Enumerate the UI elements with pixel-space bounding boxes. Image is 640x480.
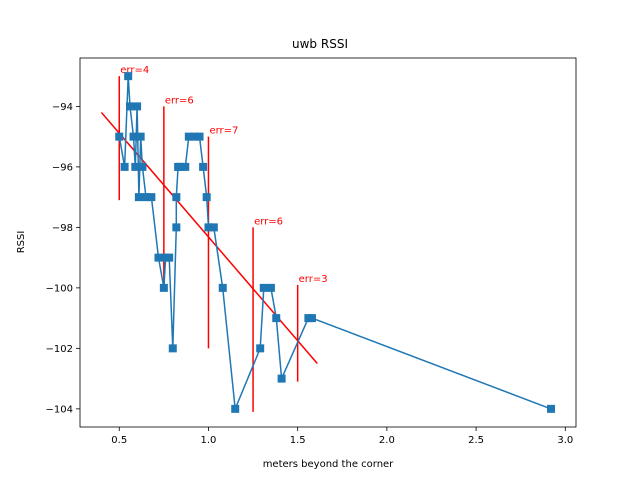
data-point <box>256 344 265 353</box>
data-point <box>307 314 316 323</box>
y-tick-label: −96 <box>52 162 73 173</box>
error-bar-label-1: err=4 <box>120 65 149 76</box>
data-point <box>172 223 181 232</box>
data-point <box>547 404 556 413</box>
x-tick-label: 1.5 <box>290 435 306 446</box>
x-tick-label: 2.0 <box>379 435 395 446</box>
error-bar-label-5: err=3 <box>299 274 328 285</box>
data-point <box>266 283 275 292</box>
data-point <box>131 162 140 171</box>
data-point <box>202 193 211 202</box>
data-point <box>184 132 193 141</box>
data-point <box>138 162 147 171</box>
plot-area: err=4 err=6 err=7 err=6 err=3 <box>100 65 556 413</box>
error-bar-label-3: err=7 <box>209 126 238 137</box>
y-axis-label: RSSI <box>16 231 27 254</box>
data-point <box>209 223 218 232</box>
plot-frame <box>79 57 577 428</box>
data-point <box>190 132 199 141</box>
data-point <box>277 374 286 383</box>
data-point <box>231 404 240 413</box>
x-tick-label: 0.5 <box>111 435 127 446</box>
data-point <box>136 132 145 141</box>
y-tick-label: −102 <box>46 344 73 355</box>
data-point <box>218 283 227 292</box>
data-point <box>195 132 204 141</box>
data-point <box>172 193 181 202</box>
error-bar-label-2: err=6 <box>165 95 194 106</box>
data-point <box>120 162 129 171</box>
x-tick-label: 1.0 <box>201 435 217 446</box>
data-point <box>259 283 268 292</box>
x-axis: 0.5 1.0 1.5 2.0 2.5 3.0 <box>111 427 573 446</box>
error-bar-label-4: err=6 <box>254 216 283 227</box>
x-tick-label: 2.5 <box>468 435 484 446</box>
data-point <box>147 193 156 202</box>
data-point <box>129 132 138 141</box>
y-axis: −94 −96 −98 −100 −102 −104 <box>46 102 80 415</box>
data-point <box>133 102 142 111</box>
data-point <box>134 193 143 202</box>
data-point <box>159 283 168 292</box>
data-point <box>181 162 190 171</box>
data-point <box>115 132 124 141</box>
x-axis-label: meters beyond the corner <box>263 459 394 470</box>
data-point <box>142 193 151 202</box>
data-point <box>125 102 134 111</box>
y-tick-label: −94 <box>52 102 73 113</box>
y-tick-label: −104 <box>46 404 73 415</box>
data-point <box>154 253 163 262</box>
data-point <box>204 223 213 232</box>
data-point <box>124 72 133 81</box>
data-point <box>199 162 208 171</box>
data-point <box>168 344 177 353</box>
y-tick-label: −100 <box>46 283 73 294</box>
data-point <box>165 253 174 262</box>
y-tick-label: −98 <box>52 223 73 234</box>
chart-title: uwb RSSI <box>292 37 348 51</box>
data-point <box>272 314 281 323</box>
data-point <box>175 162 184 171</box>
x-tick-label: 3.0 <box>557 435 573 446</box>
